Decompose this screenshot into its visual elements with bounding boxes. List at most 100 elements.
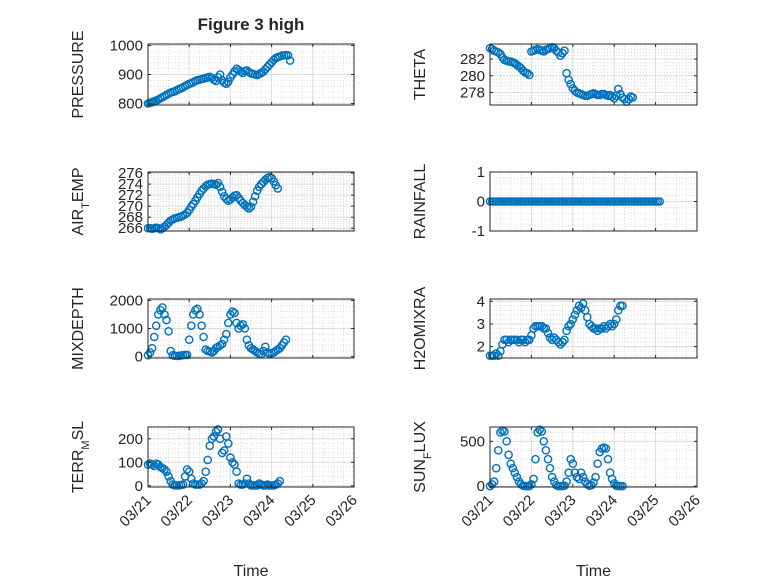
subplot-sun_flux: 0 500 SUNFLUX 03/21 03/22 03/23 03/24 03/25 03/2… [412,421,704,580]
y-axis-label-part: PRESSURE [70,30,87,118]
data-series [485,43,638,106]
x-tick-label: 03/23 [541,492,580,531]
data-point [217,187,227,197]
data-point [263,348,272,357]
y-tick-label: 500 [460,433,485,450]
x-tick-label: 03/21 [458,492,497,531]
data-point [518,66,528,75]
data-point [618,301,627,311]
data-point [574,301,584,311]
data-point [178,480,188,489]
data-point [215,182,225,192]
x-tick-label: 03/22 [500,492,539,531]
data-point [285,56,295,65]
y-tick-label: 0 [477,194,485,211]
data-point [518,335,528,345]
data-point [493,48,503,57]
data-point [601,444,611,453]
axes-box [489,426,698,488]
data-point [242,335,252,345]
data-point [523,68,532,78]
x-axis-label: Time [576,563,611,580]
data-point [246,202,256,211]
data-point [217,448,227,458]
data-point [238,319,248,329]
data-point [545,463,555,473]
data-point [493,445,503,455]
data-point [558,337,567,347]
y-tick-label: 270 [118,198,143,215]
subplot-rainfall: -1 0 1 RAINFALL [412,164,698,240]
data-point [221,79,231,89]
data-point [525,335,534,345]
data-point [493,351,503,361]
data-point [207,434,217,444]
y-axis-label-part: F [422,452,434,459]
y-tick-label: 2000 [110,292,143,309]
data-point [560,481,569,491]
data-point [593,459,602,469]
data-point [149,332,159,342]
data-point [607,92,617,101]
data-point [261,342,270,352]
y-tick-label: 282 [460,51,485,68]
data-series [143,50,295,108]
data-point [496,428,505,437]
data-point [576,303,586,313]
y-axis-label-part: MIXDEPTH [70,287,87,370]
data-point [558,48,567,58]
data-point [593,326,602,336]
axes-box [489,43,698,106]
data-point [160,310,169,319]
data-point [149,461,159,471]
subplot-h2omixra: 2 3 4 H2OMIXRA [412,286,698,370]
data-point [240,324,250,333]
x-tick-label: 03/24 [240,492,279,531]
y-axis-label: PRESSURE [70,30,87,118]
y-axis-label: RAINFALL [412,164,429,240]
data-point [184,335,194,345]
subplot-pressure: 800 900 1000 PRESSURE [70,30,355,119]
data-point [607,474,617,484]
data-point [589,478,598,487]
data-point [228,193,237,202]
y-tick-label: 900 [118,67,143,84]
y-tick-label: 1 [477,164,485,181]
minor-grid [490,44,697,105]
data-point [195,310,204,319]
data-point [283,51,293,60]
y-axis-label-part: SL [70,421,87,441]
data-point [215,70,225,79]
data-series [485,299,627,361]
y-tick-label: 0 [135,349,143,366]
data-point [614,84,623,94]
data-point [248,197,258,207]
data-point [537,427,547,436]
data-point [244,204,254,213]
data-point [252,348,262,357]
y-axis-label-part: TERR [70,450,87,494]
data-point [186,321,196,331]
data-point [188,310,198,319]
data-point [219,335,229,345]
y-axis-label: H2OMIXRA [412,286,429,370]
minor-grid [490,427,697,487]
data-point [529,474,538,484]
data-point [547,472,557,482]
data-point [197,321,206,331]
data-point [512,472,522,482]
data-point [562,326,571,336]
y-tick-label: 276 [118,165,143,182]
data-point [232,467,241,477]
x-tick-label: 03/24 [582,492,621,531]
data-point [618,481,627,491]
data-point [236,67,245,76]
y-axis-label: THETA [412,49,429,101]
data-point [242,202,252,211]
data-point [182,465,192,474]
data-series [143,425,285,490]
data-point [281,335,291,345]
data-point [160,465,169,474]
